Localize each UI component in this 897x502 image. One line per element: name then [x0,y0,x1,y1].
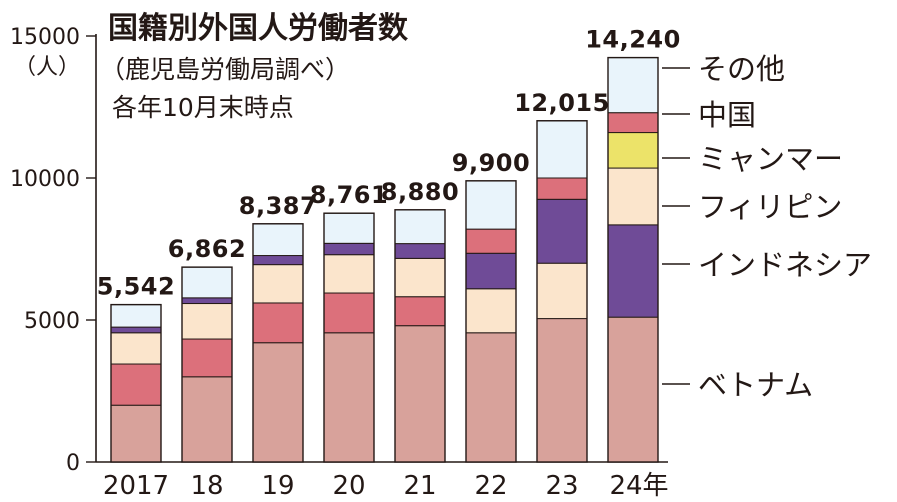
bar-total-label: 8,761 [310,181,388,209]
y-axis-unit: （人） [14,55,80,80]
bar-segment [252,302,304,344]
legend-label: インドネシア [698,248,872,282]
bar-segment [323,254,375,294]
x-tick-label: 24年 [609,471,668,501]
bar-segment [323,332,375,463]
legend-label: 中国 [698,98,756,132]
bar-segment [181,376,233,463]
bar-segment [465,252,517,290]
bar-segment [323,212,375,244]
bar-segment [252,342,304,463]
bar-segment [181,266,233,299]
legend-label: ベトナム [698,368,813,402]
bar-segment [465,180,517,230]
bar-outline [465,180,517,463]
bar-segment [323,242,375,256]
bar-segment [465,288,517,334]
legend-label: ミャンマー [698,142,843,176]
bar-segment [536,262,588,320]
bar-segment [607,167,659,226]
bar-outline [252,223,304,463]
y-tick-label: 15000 [10,25,80,50]
y-tick-label: 5000 [24,309,80,334]
bar-segment [110,332,162,365]
bar-segment [252,264,304,304]
bar-segment [536,198,588,264]
bar-outline [110,303,162,463]
labels: 5,542 2017 6,862 18 8,387 19 8,761 20 8,880 21 9,9… [97,26,681,501]
x-tick-label: 20 [332,471,365,501]
bar-segment [394,209,446,245]
bar-segment [181,297,233,305]
bar-segment [181,303,233,340]
bar-segment [394,296,446,327]
bar-outline [607,56,659,463]
bar-outline [536,120,588,463]
bar-total-label: 14,240 [585,26,681,54]
bar-segment [607,57,659,114]
chart-note: 各年10月末時点 [112,93,294,122]
bar-segment [465,228,517,254]
x-tick-label: 21 [403,471,436,501]
y-tick-label: 10000 [10,167,80,192]
bar-segment [536,177,588,200]
bar-total-label: 12,015 [514,89,610,117]
bar-outline [394,209,446,463]
bar-segment [536,120,588,179]
legend-label: フィリピン [698,190,842,224]
bar-segment [394,325,446,463]
bar-segment [394,243,446,259]
bar-segment [110,304,162,328]
bar-segment [465,332,517,463]
bar-total-label: 9,900 [452,149,530,177]
chart-subtitle: （鹿児島労働局調べ） [100,55,350,84]
bar-segment [110,363,162,406]
bar-total-label: 8,387 [239,192,317,220]
bar-segment [607,112,659,134]
bar-segment [110,404,162,463]
bar-segment [607,132,659,169]
x-tick-label: 19 [261,471,294,501]
bar-total-label: 6,862 [168,235,246,263]
bar-segment [181,338,233,378]
bar-total-label: 8,880 [381,178,459,206]
bar-segment [110,326,162,334]
bar-total-label: 5,542 [97,273,175,301]
y-tick-label: 0 [66,451,80,476]
bar-segment [323,292,375,334]
x-tick-label: 23 [545,471,578,501]
x-tick-label: 2017 [103,471,169,501]
bar-segment [607,316,659,463]
bar-segment [252,223,304,257]
bar-outline [323,212,375,463]
bar-segment [394,257,446,298]
chart-title: 国籍別外国人労働者数 [108,11,409,46]
x-tick-label: 22 [474,471,507,501]
bar-segment [607,224,659,318]
x-tick-label: 18 [190,471,223,501]
bars [110,56,659,463]
bar-segment [536,318,588,463]
legend-label: その他 [698,52,785,86]
bar-outline [181,266,233,463]
bar-segment [252,255,304,266]
